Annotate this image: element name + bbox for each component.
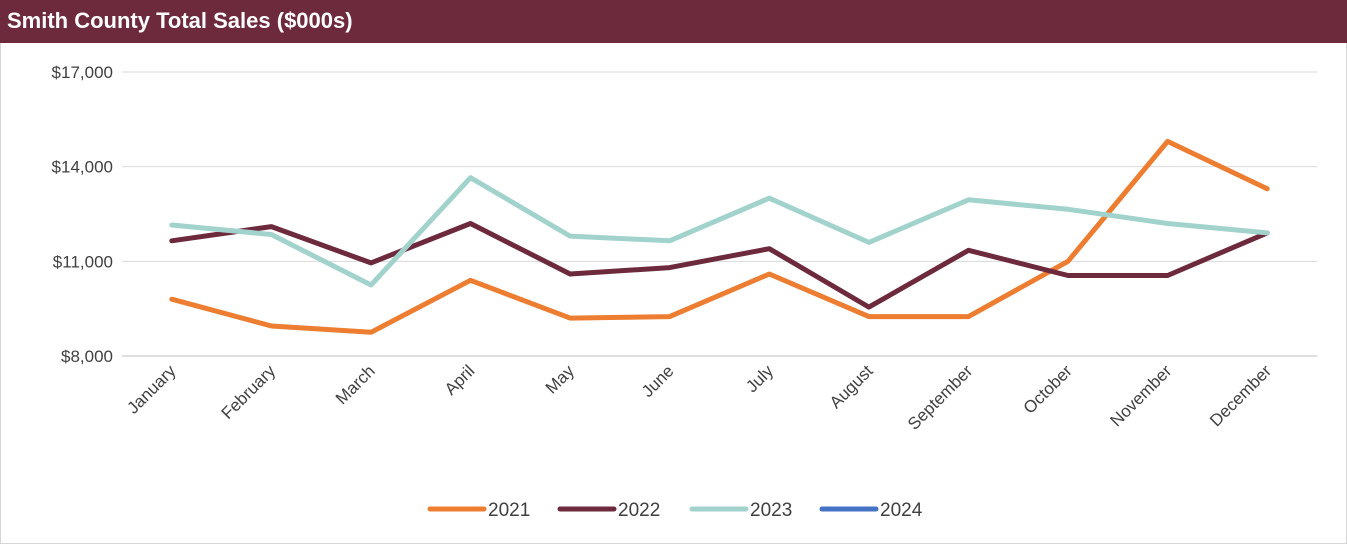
x-tick-label: August	[826, 361, 877, 412]
x-tick-label: July	[742, 361, 777, 396]
series-line-2022	[169, 221, 1270, 310]
chart-title-bar: Smith County Total Sales ($000s)	[0, 0, 1347, 43]
x-axis-ticks: January February March April May June July Augu…	[123, 361, 1275, 434]
x-tick-label: March	[332, 361, 379, 408]
x-tick-label: December	[1206, 361, 1275, 430]
x-tick-label: November	[1107, 361, 1176, 430]
legend-label: 2023	[750, 500, 792, 521]
legend: 2021 2022 2023 2024	[427, 500, 923, 521]
y-axis-ticks: $8,000 $11,000 $14,000 $17,000	[52, 63, 113, 366]
x-tick-label: February	[218, 361, 280, 423]
y-tick-label: $17,000	[52, 63, 113, 82]
legend-label: 2022	[618, 500, 660, 521]
gridlines	[122, 71, 1317, 357]
y-tick-label: $11,000	[53, 252, 113, 271]
series-lines	[169, 138, 1270, 335]
x-tick-label: October	[1020, 361, 1076, 417]
y-tick-label: $14,000	[52, 158, 113, 177]
series-line-2021	[169, 138, 1270, 335]
x-tick-label: April	[441, 361, 478, 398]
chart-title: Smith County Total Sales ($000s)	[7, 8, 353, 33]
y-tick-label: $8,000	[61, 347, 113, 366]
series-line-2023	[169, 175, 1270, 288]
x-tick-label: September	[904, 361, 976, 433]
x-tick-label: May	[542, 361, 578, 397]
x-tick-label: June	[638, 361, 678, 401]
x-tick-label: January	[123, 361, 180, 418]
legend-label: 2024	[880, 500, 923, 521]
legend-label: 2021	[488, 500, 530, 521]
